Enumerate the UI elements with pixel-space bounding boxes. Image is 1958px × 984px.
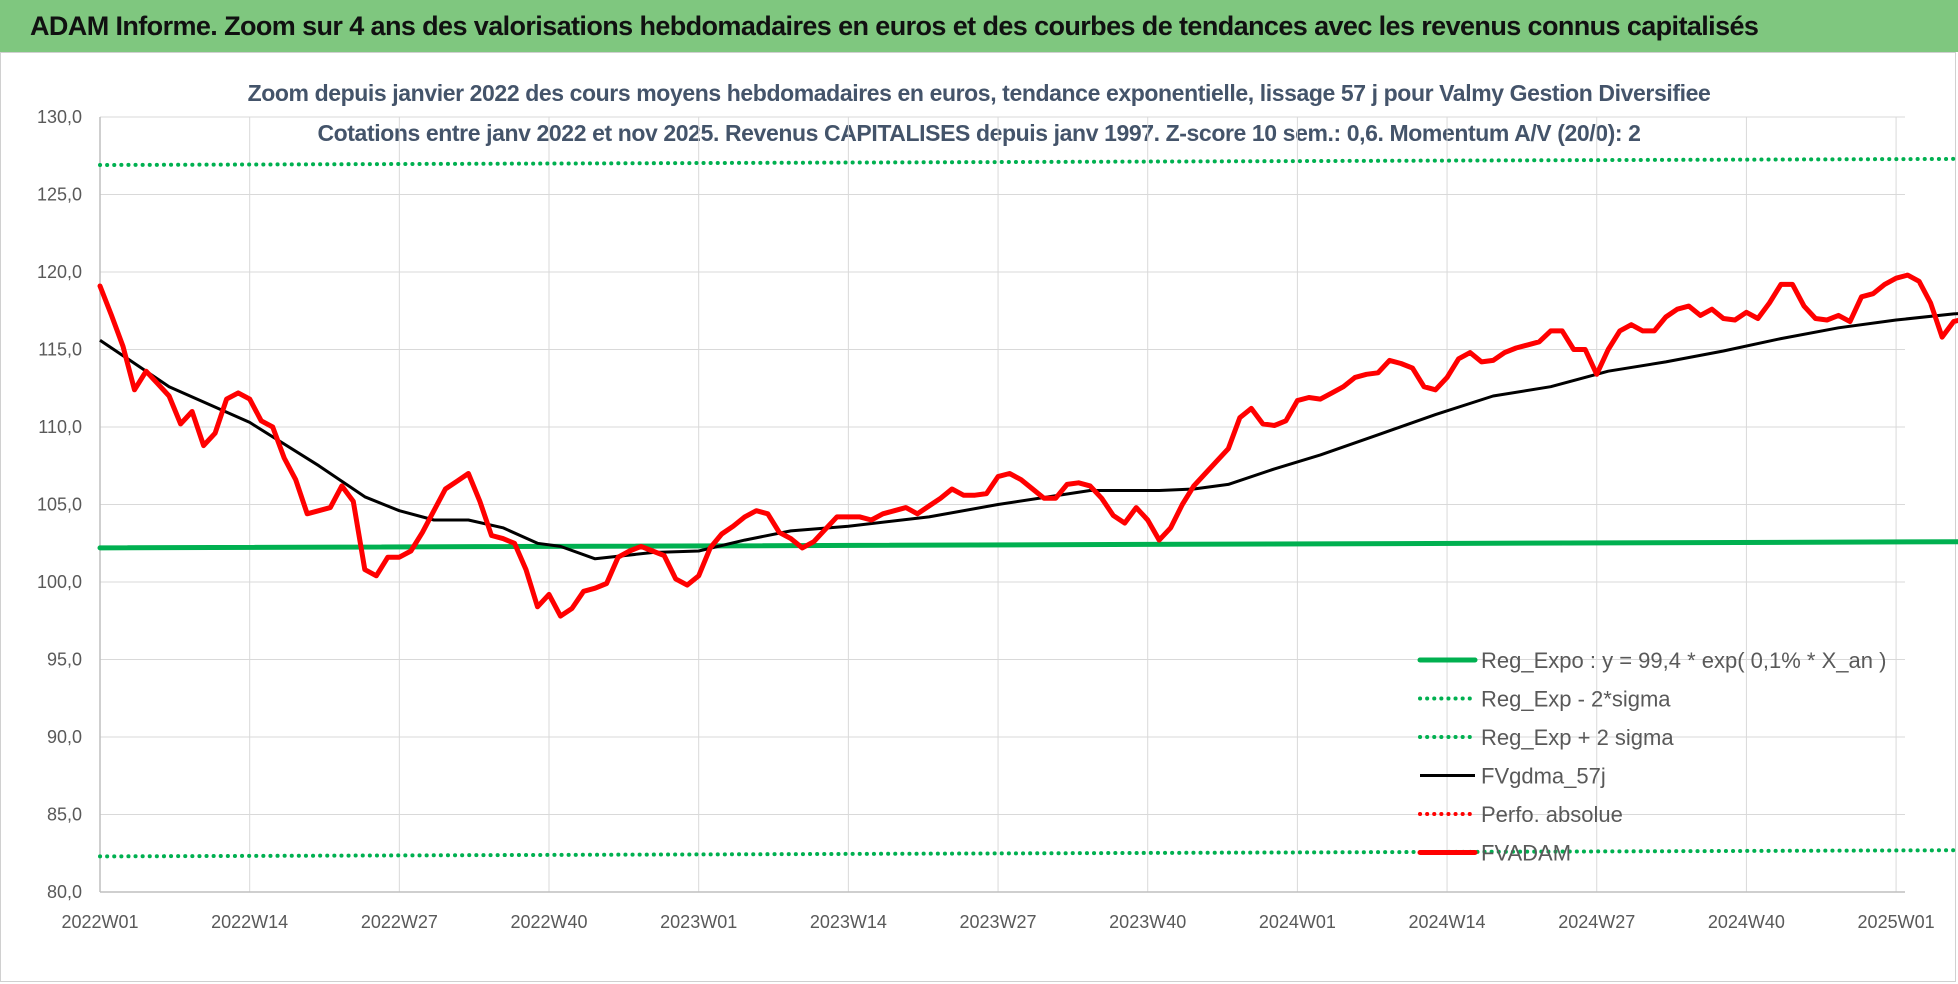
header-banner: ADAM Informe. Zoom sur 4 ans des valoris… [0,0,1958,52]
y-tick-label: 130,0 [37,107,82,127]
y-tick-label: 110,0 [38,417,82,437]
series-line-reg-exp-2-sigma [98,848,1958,859]
x-tick-label: 2022W01 [61,912,138,932]
y-tick-label: 105,0 [37,495,82,515]
x-tick-label: 2024W40 [1708,912,1785,932]
series-line-fvgdma-57j [99,312,1958,561]
x-tick-label: 2024W14 [1409,912,1486,932]
x-tick-label: 2023W40 [1109,912,1186,932]
x-tick-label: 2023W27 [960,912,1037,932]
legend-label: FVADAM [1481,841,1571,866]
legend: Reg_Expo : y = 99,4 * exp( 0,1% * X_an )… [1417,648,1886,866]
axes: 80,0 85,0 90,0 95,0 100,0 105,0 110,0 115,0 120,… [37,107,1935,932]
x-tick-label: 2024W27 [1558,912,1635,932]
banner-title: ADAM Informe. Zoom sur 4 ans des valoris… [30,10,1759,41]
chart-frame [0,52,1956,982]
x-tick-label: 2025W01 [1858,912,1935,932]
y-tick-label: 95,0 [47,650,82,670]
chart-title: Zoom depuis janvier 2022 des cours moyen… [247,80,1711,106]
series-lines [97,156,1958,859]
legend-label: Perfo. absolue [1481,802,1623,827]
series-line-reg-expo-y-99-4-exp-0-1-x-an [97,539,1958,551]
y-tick-label: 80,0 [47,882,82,902]
y-tick-label: 125,0 [37,185,82,205]
x-tick-label: 2023W14 [810,912,887,932]
x-tick-label: 2022W27 [361,912,438,932]
y-tick-label: 115,0 [38,340,82,360]
legend-label: Reg_Expo : y = 99,4 * exp( 0,1% * X_an ) [1481,648,1886,673]
y-tick-label: 100,0 [37,572,82,592]
legend-label: FVgdma_57j [1481,764,1606,789]
x-tick-label: 2022W14 [211,912,288,932]
x-tick-label: 2023W01 [660,912,737,932]
y-tick-label: 85,0 [47,805,82,825]
chart-subtitle: Cotations entre janv 2022 et nov 2025. R… [317,120,1641,146]
legend-label: Reg_Exp + 2 sigma [1481,725,1674,750]
x-tick-label: 2022W40 [510,912,587,932]
series-line-reg-exp-2-sigma [98,156,1958,167]
y-tick-label: 120,0 [37,262,82,282]
x-tick-label: 2024W01 [1259,912,1336,932]
y-tick-label: 90,0 [47,727,82,747]
legend-label: Reg_Exp - 2*sigma [1481,687,1671,712]
gridlines [99,116,1905,893]
series-line-fvadam [97,272,1958,619]
